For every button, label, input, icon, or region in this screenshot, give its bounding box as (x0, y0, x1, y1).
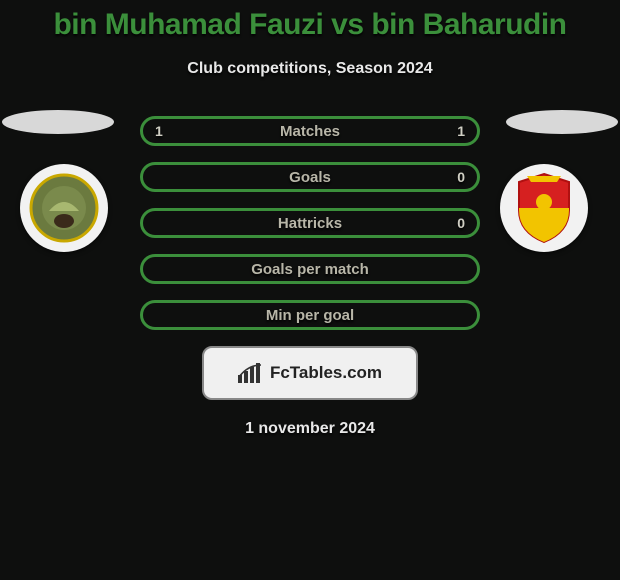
subtitle: Club competitions, Season 2024 (0, 60, 620, 78)
chart-bars-icon (238, 363, 264, 383)
stat-label: Goals (143, 169, 477, 186)
flag-right (506, 110, 618, 134)
comparison-arena: 1 Matches 1 Goals 0 Hattricks 0 Goals pe… (0, 116, 620, 438)
crest-left-svg (29, 173, 99, 243)
date-text: 1 november 2024 (0, 420, 620, 438)
stat-rows: 1 Matches 1 Goals 0 Hattricks 0 Goals pe… (140, 116, 480, 330)
stat-right-value: 0 (453, 169, 465, 185)
crest-left-circle (20, 164, 108, 252)
flag-left (2, 110, 114, 134)
branding-box: FcTables.com (202, 346, 418, 400)
stat-row-goals: Goals 0 (140, 162, 480, 192)
stat-label: Min per goal (143, 307, 477, 324)
stat-label: Goals per match (143, 261, 477, 278)
stat-right-value: 0 (453, 215, 465, 231)
branding-text: FcTables.com (270, 363, 382, 383)
stat-row-matches: 1 Matches 1 (140, 116, 480, 146)
crest-right (500, 164, 600, 254)
stat-row-gpm: Goals per match (140, 254, 480, 284)
crest-right-circle (500, 164, 588, 252)
stat-row-mpg: Min per goal (140, 300, 480, 330)
stat-label: Matches (143, 123, 477, 140)
page-title: bin Muhamad Fauzi vs bin Baharudin (0, 0, 620, 42)
crest-left (20, 164, 120, 254)
stat-row-hattricks: Hattricks 0 (140, 208, 480, 238)
stat-label: Hattricks (143, 215, 477, 232)
crest-right-svg (513, 172, 575, 244)
stat-right-value: 1 (453, 123, 465, 139)
stat-left-value: 1 (155, 123, 167, 139)
